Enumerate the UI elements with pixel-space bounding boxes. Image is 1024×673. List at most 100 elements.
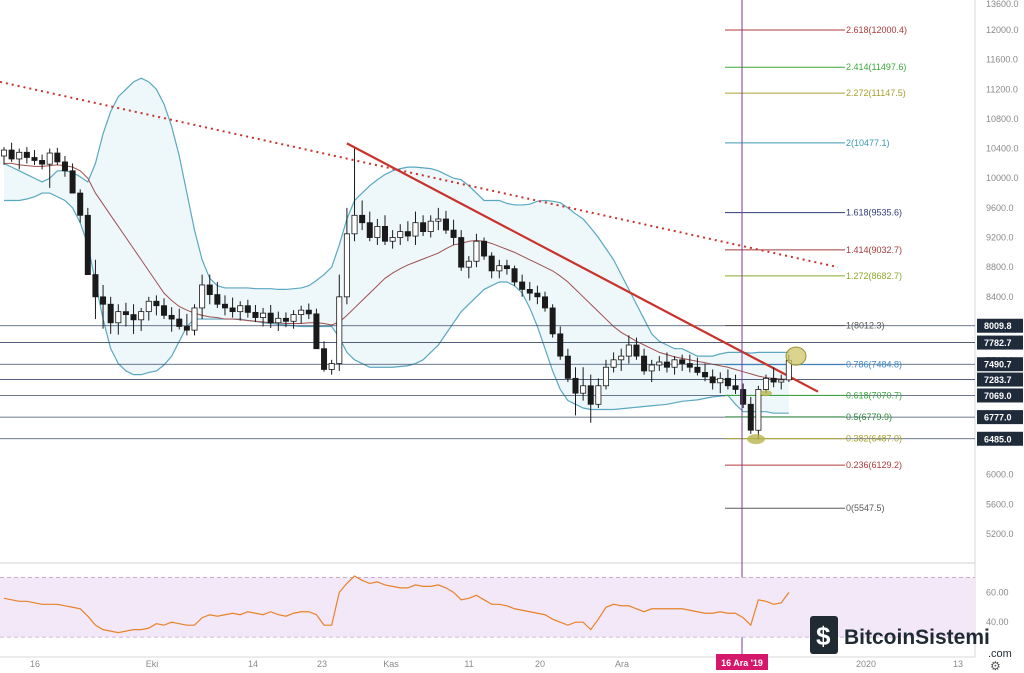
candle-body: [702, 372, 709, 378]
fib-label: 0.618(7070.7): [846, 390, 902, 400]
candle-body: [656, 361, 663, 366]
level-price-box: [977, 335, 1023, 350]
highlight-date-label: 16 Ara '19: [721, 658, 763, 668]
level-price-box: [977, 357, 1023, 372]
candle-body: [572, 377, 579, 394]
candle-body: [580, 385, 587, 394]
level-price-label: 6485.0: [984, 434, 1012, 444]
time-tick: 13: [953, 659, 963, 669]
candle-body: [275, 317, 282, 324]
price-tick: 5600.0: [986, 499, 1014, 509]
candle-body: [709, 376, 716, 384]
candle-body: [23, 151, 30, 158]
level-price-box: [977, 410, 1023, 425]
candle-body: [755, 389, 762, 431]
candle-body: [214, 294, 221, 305]
price-tick: 5200.0: [986, 529, 1014, 539]
candle-body: [336, 296, 343, 364]
rsi-tick: 60.00: [986, 587, 1009, 597]
candle-body: [161, 305, 168, 316]
candle-body: [679, 359, 686, 364]
logo-glyph: $: [816, 621, 831, 651]
time-tick: 23: [317, 659, 327, 669]
candle-body: [724, 377, 731, 387]
candle-body: [694, 366, 701, 373]
fib-label: 2.414(11497.6): [846, 62, 906, 72]
highlight-date-box: [716, 654, 768, 670]
bollinger-middle: [4, 162, 789, 380]
candle-body: [252, 311, 259, 318]
candle-body: [397, 231, 404, 238]
candle-body: [31, 157, 38, 161]
trendlines: [0, 80, 839, 393]
candle-body: [770, 377, 777, 383]
candle-body: [671, 359, 678, 368]
candle-body: [778, 379, 785, 383]
fib-label: 1.618(9535.6): [846, 208, 902, 218]
price-tick: 11200.0: [986, 84, 1018, 94]
candle-body: [92, 274, 99, 298]
bollinger-fill: [4, 78, 789, 414]
candle-body: [557, 333, 564, 357]
level-price-label: 7782.7: [984, 338, 1012, 348]
candle-body: [328, 363, 335, 370]
candle-body: [153, 300, 160, 307]
price-tick: 8800.0: [986, 262, 1014, 272]
bollinger-lower: [4, 192, 789, 414]
fib-label: 0.382(6487.0): [846, 434, 902, 444]
candle-body: [0, 149, 7, 157]
candle-body: [168, 314, 175, 320]
time-tick: Ara: [615, 659, 629, 669]
fib-label: 0.786(7484.8): [846, 360, 902, 370]
candle-body: [648, 364, 655, 372]
candle-body: [305, 309, 312, 315]
fib-label: 2(10477.1): [846, 138, 890, 148]
candle-body: [8, 149, 15, 160]
candle-body: [610, 359, 617, 368]
candle-body: [526, 289, 533, 294]
candle-body: [465, 260, 472, 268]
candle-body: [519, 281, 526, 290]
time-tick: Kas: [383, 659, 399, 669]
settings-gear-icon[interactable]: ⚙: [990, 659, 1001, 673]
price-tick: 9200.0: [986, 233, 1014, 243]
candle-body: [595, 385, 602, 405]
price-tick: 6000.0: [986, 470, 1014, 480]
fib-label: 1.414(9032.7): [846, 245, 902, 255]
candle-body: [359, 214, 366, 224]
candle-body: [321, 348, 328, 370]
candle-body: [244, 305, 251, 313]
time-tick: 16: [30, 659, 40, 669]
level-price-label: 7490.7: [984, 360, 1012, 370]
candle-body: [496, 265, 503, 272]
candle-body: [191, 307, 198, 331]
candle-body: [625, 344, 632, 357]
candle-body: [298, 309, 305, 316]
time-tick: 11: [464, 659, 473, 669]
price-tick: 13600.0: [986, 0, 1019, 9]
candle-body: [84, 214, 91, 275]
candle-body: [587, 385, 594, 405]
dotted-trendline: [0, 80, 839, 269]
candlesticks: [0, 142, 792, 440]
candle-body: [412, 222, 419, 237]
candle-body: [686, 363, 693, 368]
candle-body: [473, 240, 480, 262]
candle-body: [183, 326, 190, 331]
brand-suffix: .com: [988, 648, 1012, 660]
price-tick: 9600.0: [986, 203, 1014, 213]
fib-label: 0.236(6129.2): [846, 460, 902, 470]
candle-body: [54, 152, 61, 163]
price-tick: 10000.0: [986, 173, 1019, 183]
candle-body: [435, 218, 442, 222]
candle-body: [740, 389, 747, 405]
brand-logo: $ BitcoinSistemi .com: [810, 616, 1012, 660]
candle-body: [343, 233, 350, 298]
time-axis: 16 Eki 14 23 Kas 11 20 Ara 2020 13 16 Ara '19: [30, 654, 963, 670]
candle-body: [404, 231, 411, 237]
candle-body: [763, 377, 770, 390]
level-price-label: 7069.0: [984, 391, 1012, 401]
price-tick: 12000.0: [986, 25, 1019, 35]
rsi-line: [3, 575, 790, 634]
time-tick: Eki: [146, 659, 159, 669]
